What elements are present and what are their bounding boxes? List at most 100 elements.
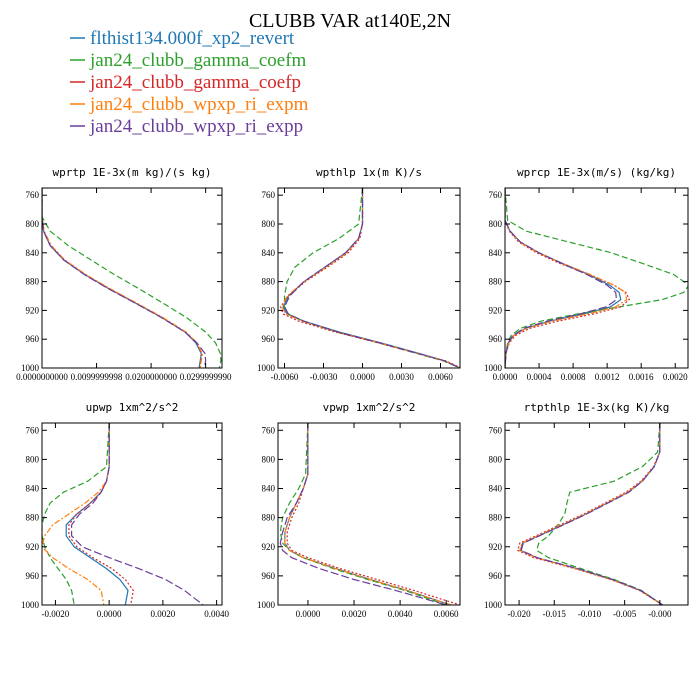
y-tick-label: 840 [26,248,40,258]
panel-title: vpwp 1xm^2/s^2 [323,401,416,414]
panel-title: wprtp 1E-3x(m kg)/(s kg) [53,166,212,179]
series-line-3 [286,423,460,605]
y-tick-label: 1000 [21,600,40,610]
x-tick-label: 0.0000 [493,372,518,382]
y-tick-label: 840 [489,248,503,258]
x-tick-label: 0.0200000000 [125,372,177,382]
series-line-3 [42,188,203,368]
panel-2: wpthlp 1x(m K)/s7608008408809209601000-0… [257,166,461,382]
y-tick-label: 840 [26,484,40,494]
x-tick-label: 0.0060 [434,609,459,619]
x-tick-label: 0.0099999998 [71,372,123,382]
x-tick-label: 0.0000 [296,609,321,619]
legend-entry: jan24_clubb_gamma_coefm [89,50,307,71]
x-tick-label: 0.0012 [595,372,620,382]
x-tick-label: 0.0020 [663,372,688,382]
y-tick-label: 760 [262,425,276,435]
panel-1: wprtp 1E-3x(m kg)/(s kg) 760 800 840 880 920 9… [16,166,232,382]
y-tick-label: 880 [489,513,503,523]
y-tick-label: 920 [262,305,276,315]
y-tick-label: 800 [26,454,40,464]
y-tick-label: 1000 [257,363,276,373]
series-line-1 [42,188,202,368]
x-tick-label: 0.0008 [561,372,586,382]
series-line-1 [505,188,622,368]
y-tick-label: 960 [262,571,276,581]
series-line-3 [516,423,664,605]
plot-frame [277,422,461,606]
y-tick-label: 1000 [21,363,40,373]
series-line-5 [283,188,460,368]
y-tick-label: 800 [489,219,503,229]
plot-frame [41,187,223,369]
plot-frame [504,422,689,606]
y-tick-label: 960 [489,334,503,344]
series-line-4 [284,423,451,605]
series-line-5 [505,188,618,368]
y-tick-label: 880 [262,277,276,287]
series-line-1 [519,423,664,605]
x-tick-label: -0.015 [543,609,567,619]
plot-frame [277,187,461,369]
series-line-5 [42,188,207,368]
panel-title: rtpthlp 1E-3x(kg K)/kg [524,401,670,414]
panel-3: wprcp 1E-3x(m/s) (kg/kg) 760 800 840 880 920 9… [484,166,689,382]
x-tick-label: -0.0060 [271,372,299,382]
y-tick-label: 1000 [484,363,503,373]
figure-title: CLUBB VAR at140E,2N [249,10,451,32]
x-tick-label: 0.0030 [389,372,414,382]
series-line-4 [42,188,204,368]
y-tick-label: 760 [262,190,276,200]
legend-entry: jan24_clubb_gamma_coefp [89,72,301,93]
series-line-4 [519,423,664,605]
series-line-1 [65,423,129,605]
y-tick-label: 840 [489,484,503,494]
series-line-4 [505,188,628,368]
x-tick-label: -0.0020 [42,609,70,619]
x-tick-label: 0.0000 [350,372,375,382]
x-tick-label: 0.0020 [151,609,176,619]
panels: wprtp 1E-3x(m kg)/(s kg) 760 800 840 880 920 9… [16,166,689,619]
y-tick-label: 1000 [484,600,503,610]
y-tick-label: 920 [489,542,503,552]
y-tick-label: 760 [489,190,503,200]
series-line-2 [535,423,664,605]
x-tick-label: 0.0016 [629,372,654,382]
plot-frame [41,422,223,606]
panel-5: vpwp 1xm^2/s^2 760 800 840 880 920 960 1000 0.00… [257,401,461,619]
y-tick-label: 800 [26,219,40,229]
series-line-2 [279,423,447,605]
plot-frame [504,187,689,369]
series-line-3 [68,423,134,605]
y-tick-label: 800 [262,219,276,229]
y-tick-label: 1000 [257,600,276,610]
x-tick-label: -0.000 [648,609,672,619]
x-tick-label: 0.0020 [342,609,367,619]
legend: flthist134.000f_xp2_revertjan24_clubb_ga… [70,28,309,137]
series-line-3 [279,188,460,368]
y-tick-label: 920 [489,305,503,315]
x-tick-label: 0.0000000000 [16,372,68,382]
legend-entry: jan24_clubb_wpxp_ri_expm [89,94,309,115]
series-line-2 [505,188,688,368]
x-tick-label: 0.0000 [97,609,122,619]
x-tick-label: 0.0040 [204,609,229,619]
x-tick-label: 0.0004 [527,372,552,382]
y-tick-label: 760 [26,425,40,435]
y-tick-label: 760 [26,190,40,200]
y-tick-label: 880 [262,513,276,523]
y-tick-label: 960 [26,571,40,581]
y-tick-label: 920 [262,542,276,552]
series-line-5 [70,423,204,605]
panel-title: wpthlp 1x(m K)/s [316,166,422,179]
y-tick-label: 880 [26,277,40,287]
y-tick-label: 800 [262,454,276,464]
y-tick-label: 840 [262,248,276,258]
series-line-5 [520,423,664,605]
panel-6: rtpthlp 1E-3x(kg K)/kg 760 800 840 880 920 960… [484,401,689,619]
y-tick-label: 840 [262,484,276,494]
x-tick-label: -0.010 [578,609,602,619]
y-tick-label: 880 [489,277,503,287]
series-line-5 [279,423,447,605]
